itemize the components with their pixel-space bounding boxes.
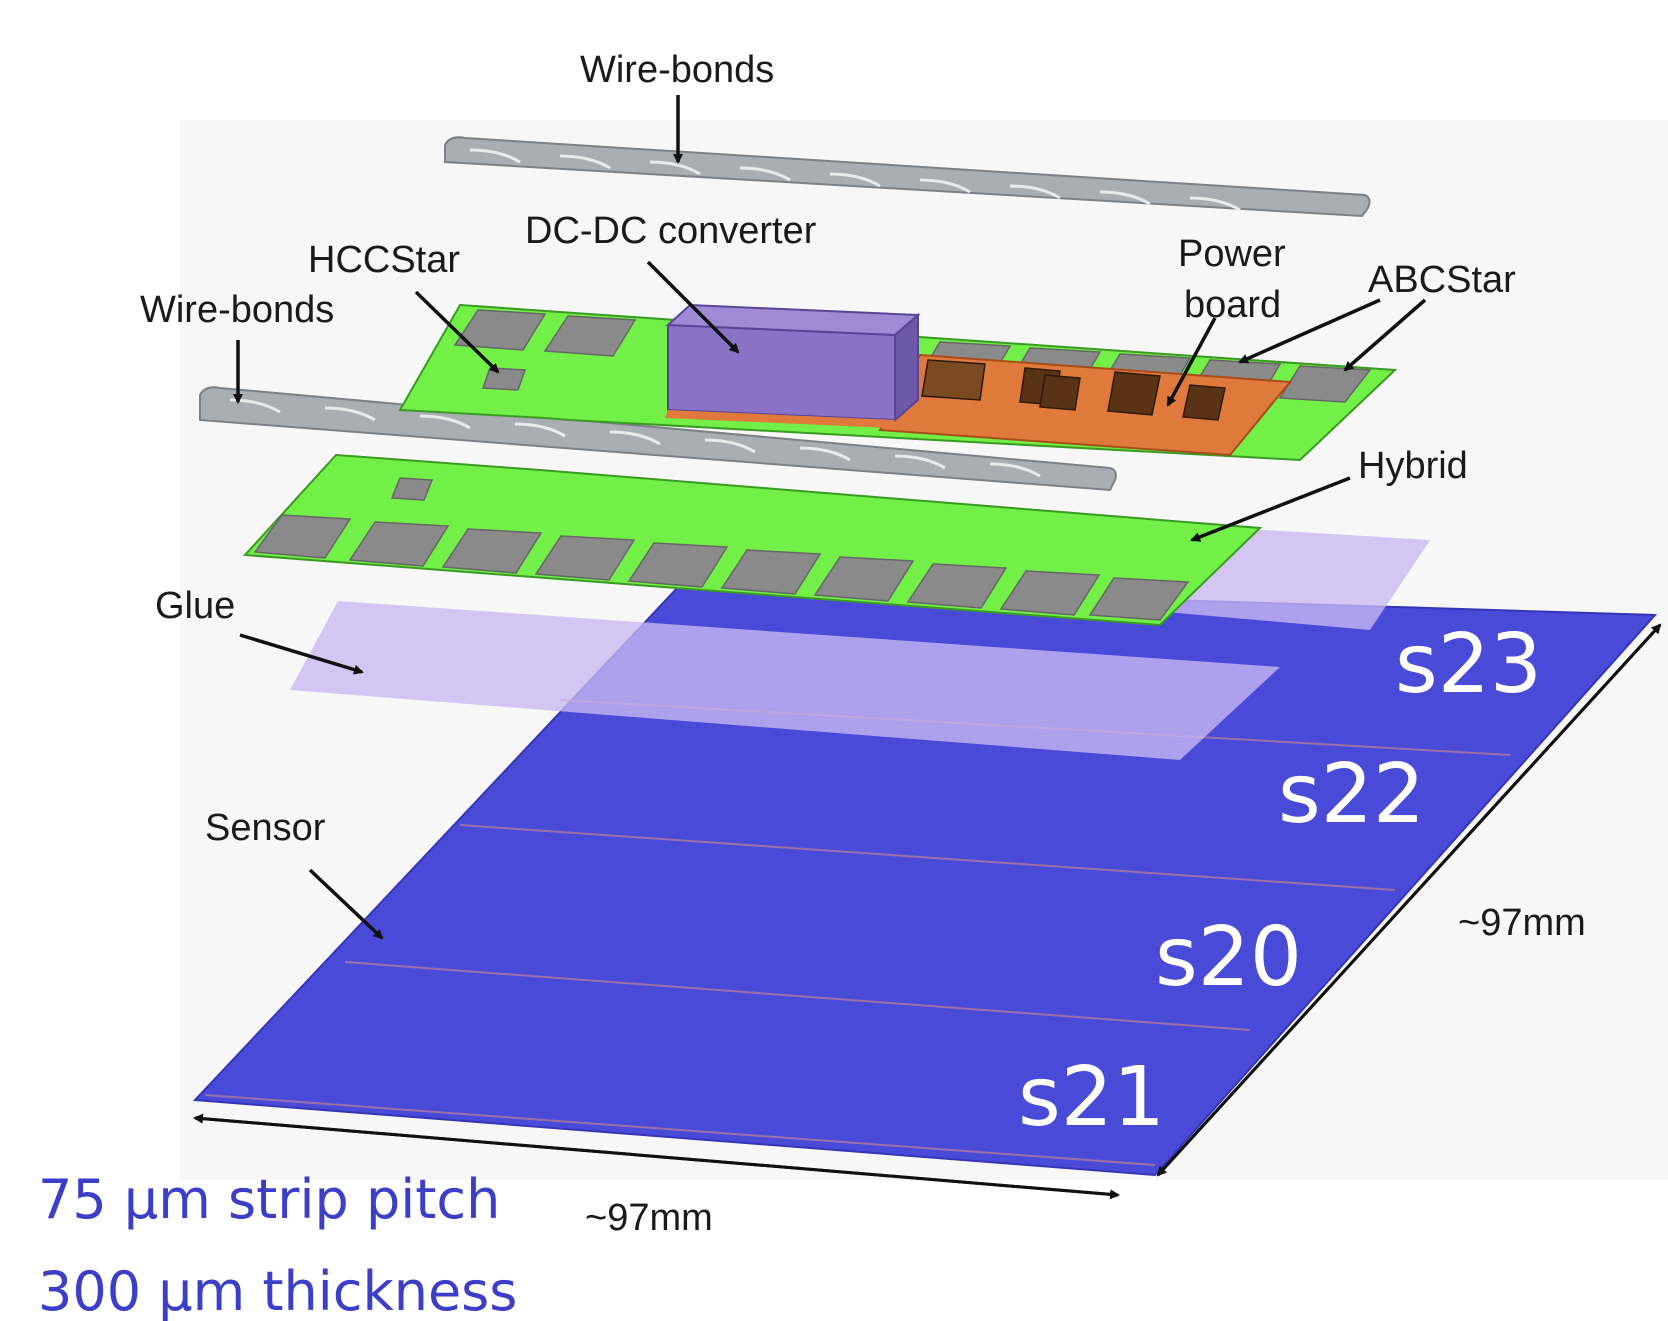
- label-glue: Glue: [155, 585, 235, 627]
- arrow-abcstar-2: [1343, 298, 1427, 372]
- label-power-board-1: Power: [1178, 233, 1286, 275]
- label-hybrid: Hybrid: [1358, 445, 1468, 487]
- strip-label-s21: s21: [1018, 1050, 1165, 1145]
- arrow-glue: [239, 633, 364, 675]
- label-dcdc: DC-DC converter: [525, 210, 817, 252]
- arrow-hybrid: [1190, 476, 1351, 542]
- specs: 75 µm strip pitch 300 µm thickness: [38, 1168, 517, 1321]
- spec-thickness: 300 µm thickness: [38, 1260, 517, 1321]
- spec-pitch: 75 µm strip pitch: [38, 1168, 500, 1231]
- wire-bonds-lower: [199, 386, 1117, 492]
- label-hccstar: HCCStar: [308, 239, 460, 281]
- label-dim-bottom: ~97mm: [585, 1197, 713, 1239]
- arrow-hccstar: [414, 290, 500, 374]
- label-wire-bonds-top: Wire-bonds: [580, 49, 774, 91]
- arrow-power-board: [1166, 317, 1217, 407]
- strip-label-s20: s20: [1155, 910, 1302, 1005]
- label-sensor: Sensor: [205, 807, 326, 849]
- arrow-dcdc: [646, 260, 740, 354]
- dcdc-converter: [665, 303, 921, 428]
- dimension-lines: [193, 623, 1662, 1200]
- lower-hybrid: [242, 453, 1263, 627]
- labels: Wire-bonds Wire-bonds HCCStar DC-DC conv…: [140, 49, 1586, 1239]
- power-board-components: [921, 359, 1226, 421]
- label-wire-bonds-left: Wire-bonds: [140, 289, 334, 331]
- abcstar-chips-lower: [253, 477, 1190, 621]
- callout-arrows: [233, 95, 1427, 940]
- label-power-board-2: board: [1184, 284, 1281, 326]
- strip-labels: s23 s22 s20 s21: [1018, 617, 1542, 1145]
- label-dim-right: ~97mm: [1458, 902, 1586, 944]
- label-abcstar: ABCStar: [1368, 259, 1516, 301]
- arrow-abcstar-1: [1238, 298, 1381, 364]
- strip-label-s22: s22: [1278, 747, 1425, 842]
- arrow-sensor: [308, 868, 384, 940]
- strip-label-s23: s23: [1395, 617, 1542, 712]
